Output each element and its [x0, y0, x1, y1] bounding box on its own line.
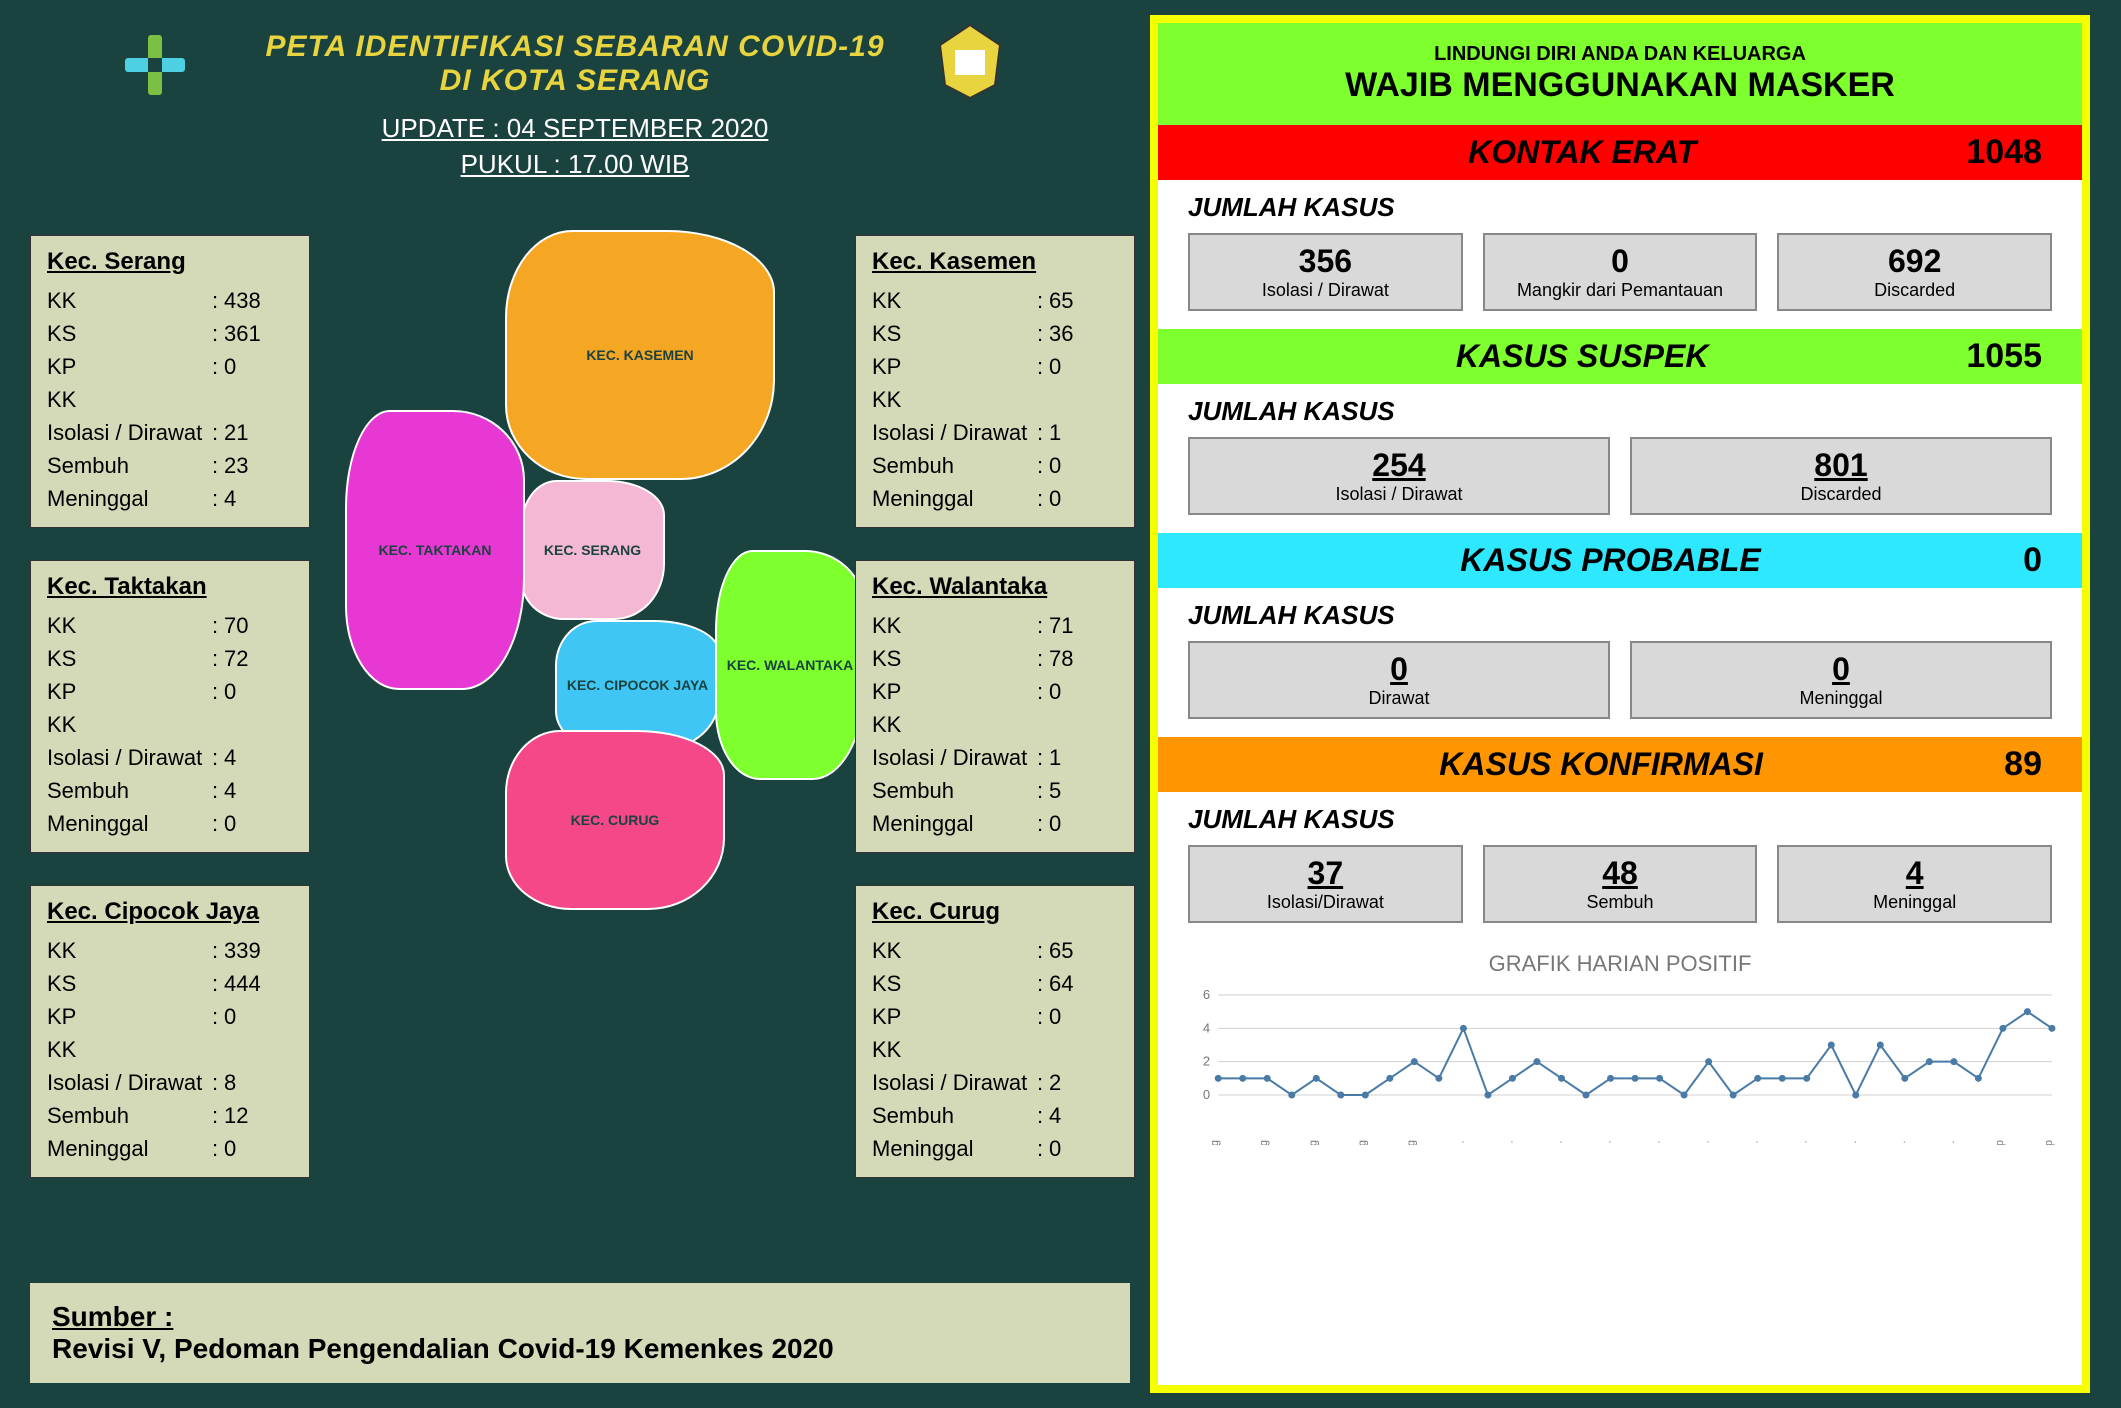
- district-name: Kec. Cipocok Jaya: [47, 898, 293, 926]
- stat-box: 48Sembuh: [1483, 845, 1758, 923]
- map-region: KEC. WALANTAKA: [715, 550, 865, 780]
- svg-text:23-…: 23-…: [1749, 1140, 1761, 1145]
- district-box: Kec. Cipocok JayaKK:339KS:444KP:0KKIsola…: [30, 885, 310, 1178]
- svg-text:9-Aug: 9-Aug: [1405, 1140, 1417, 1145]
- svg-text:19-…: 19-…: [1651, 1140, 1663, 1145]
- section-header: KONTAK ERAT1048: [1158, 125, 2082, 180]
- map-region: KEC. SERANG: [520, 480, 665, 620]
- svg-text:29-…: 29-…: [1896, 1140, 1908, 1145]
- stats-panel: LINDUNGI DIRI ANDA DAN KELUARGA WAJIB ME…: [1150, 15, 2090, 1393]
- stat-box: 692Discarded: [1777, 233, 2052, 311]
- district-name: Kec. Walantaka: [872, 573, 1118, 601]
- svg-text:0: 0: [1203, 1087, 1210, 1102]
- stats-section: KASUS PROBABLE0 JUMLAH KASUS 0Dirawat 0M…: [1158, 533, 2082, 737]
- district-name: Kec. Curug: [872, 898, 1118, 926]
- district-box: Kec. KasemenKK:65KS:36KP:0KKIsolasi / Di…: [855, 235, 1135, 528]
- svg-text:17-…: 17-…: [1602, 1140, 1614, 1145]
- update-time: PUKUL : 17.00 WIB: [20, 149, 1130, 180]
- stat-box: 37Isolasi/Dirawat: [1188, 845, 1463, 923]
- stat-box: 356Isolasi / Dirawat: [1188, 233, 1463, 311]
- svg-text:21-…: 21-…: [1700, 1140, 1712, 1145]
- svg-text:5-Aug: 5-Aug: [1307, 1140, 1319, 1145]
- stat-box: 801Discarded: [1630, 437, 2052, 515]
- section-header: KASUS KONFIRMASI89: [1158, 737, 2082, 792]
- map-region: KEC. TAKTAKAN: [345, 410, 525, 690]
- svg-text:3-Aug: 3-Aug: [1258, 1140, 1270, 1145]
- daily-chart: GRAFIK HARIAN POSITIF 02461-Aug3-Aug5-Au…: [1158, 941, 2082, 1385]
- stat-box: 0Meninggal: [1630, 641, 2052, 719]
- stats-section: KASUS SUSPEK1055 JUMLAH KASUS 254Isolasi…: [1158, 329, 2082, 533]
- source-box: Sumber : Revisi V, Pedoman Pengendalian …: [30, 1283, 1130, 1383]
- svg-text:6: 6: [1203, 987, 1210, 1002]
- district-box: Kec. SerangKK:438KS:361KP:0KKIsolasi / D…: [30, 235, 310, 528]
- district-box: Kec. WalantakaKK:71KS:78KP:0KKIsolasi / …: [855, 560, 1135, 853]
- svg-text:4: 4: [1203, 1020, 1210, 1035]
- map-area: KEC. KASEMENKEC. SERANGKEC. TAKTAKANKEC.…: [345, 230, 845, 880]
- svg-text:15-…: 15-…: [1552, 1140, 1564, 1145]
- stats-section: KONTAK ERAT1048 JUMLAH KASUS 356Isolasi …: [1158, 125, 2082, 329]
- section-header: KASUS SUSPEK1055: [1158, 329, 2082, 384]
- stat-box: 254Isolasi / Dirawat: [1188, 437, 1610, 515]
- svg-text:31-…: 31-…: [1945, 1140, 1957, 1145]
- svg-text:4-Sep: 4-Sep: [2043, 1140, 2055, 1145]
- svg-text:11-…: 11-…: [1454, 1140, 1466, 1145]
- svg-text:7-Aug: 7-Aug: [1356, 1140, 1368, 1145]
- map-region: KEC. KASEMEN: [505, 230, 775, 480]
- masker-header: LINDUNGI DIRI ANDA DAN KELUARGA WAJIB ME…: [1158, 23, 2082, 125]
- svg-text:13-…: 13-…: [1503, 1140, 1515, 1145]
- district-box: Kec. TaktakanKK:70KS:72KP:0KKIsolasi / D…: [30, 560, 310, 853]
- svg-text:2-Sep: 2-Sep: [1994, 1140, 2006, 1145]
- district-name: Kec. Kasemen: [872, 248, 1118, 276]
- svg-text:1-Aug: 1-Aug: [1209, 1140, 1221, 1145]
- svg-text:2: 2: [1203, 1054, 1210, 1069]
- district-box: Kec. CurugKK:65KS:64KP:0KKIsolasi / Dira…: [855, 885, 1135, 1178]
- district-name: Kec. Taktakan: [47, 573, 293, 601]
- map-region: KEC. CURUG: [505, 730, 725, 910]
- health-logo-icon: [120, 30, 190, 100]
- stat-box: 0Mangkir dari Pemantauan: [1483, 233, 1758, 311]
- stat-box: 0Dirawat: [1188, 641, 1610, 719]
- stats-section: KASUS KONFIRMASI89 JUMLAH KASUS 37Isolas…: [1158, 737, 2082, 941]
- stat-box: 4Meninggal: [1777, 845, 2052, 923]
- section-header: KASUS PROBABLE0: [1158, 533, 2082, 588]
- district-name: Kec. Serang: [47, 248, 293, 276]
- city-emblem-icon: [930, 20, 1010, 100]
- update-date: UPDATE : 04 SEPTEMBER 2020: [20, 113, 1130, 144]
- svg-text:27-…: 27-…: [1847, 1140, 1859, 1145]
- svg-text:25-…: 25-…: [1798, 1140, 1810, 1145]
